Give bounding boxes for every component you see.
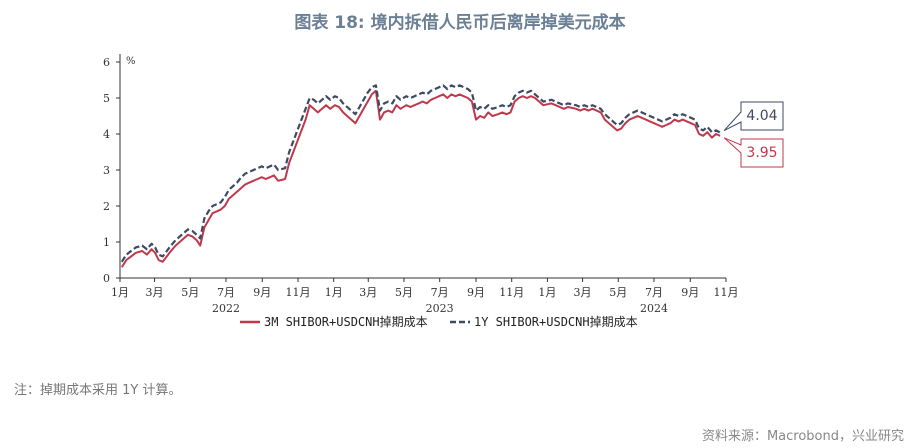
year-label: 2024 [640,302,668,315]
y-tick-label: 0 [103,272,110,285]
x-tick-label: 9月 [681,286,699,299]
x-tick-label: 7月 [645,286,663,299]
x-tick-label: 9月 [253,286,271,299]
x-tick-label: 5月 [395,286,413,299]
legend-label-0: 3M SHIBOR+USDCNH掉期成本 [264,315,428,329]
y-tick-label: 4 [103,128,110,141]
year-label: 2023 [426,302,454,315]
x-tick-label: 5月 [181,286,199,299]
series-line-0 [120,89,721,268]
x-tick-label: 3月 [574,286,592,299]
end-label-3m: 3.95 [746,145,778,161]
x-tick-label: 3月 [359,286,377,299]
y-tick-label: 6 [103,56,110,69]
x-tick-label: 11月 [285,286,310,299]
end-label-1y: 4.04 [746,108,778,124]
x-tick-label: 9月 [467,286,485,299]
x-tick-label: 1月 [325,286,343,299]
year-label: 2022 [212,302,240,315]
y-tick-label: 5 [103,92,110,105]
callout-box-1y [723,101,784,132]
x-tick-label: 1月 [538,286,556,299]
y-tick-label: 3 [103,164,110,177]
series-line-1 [120,84,721,263]
x-tick-label: 5月 [609,286,627,299]
y-tick-label: 1 [103,236,110,249]
callout-box-3m [723,137,784,168]
chart-title: 图表 18: 境内拆借人民币后离岸掉美元成本 [294,13,626,33]
x-tick-label: 3月 [146,286,164,299]
footnote: 注：掉期成本采用 1Y 计算。 [14,383,182,398]
x-tick-label: 7月 [217,286,235,299]
source-text: 资料来源：Macrobond，兴业研究 [701,429,904,444]
x-tick-label: 1月 [111,286,129,299]
legend-label-1: 1Y SHIBOR+USDCNH掉期成本 [474,315,638,329]
x-tick-label: 7月 [431,286,449,299]
y-tick-label: 2 [103,200,110,213]
x-tick-label: 11月 [499,286,524,299]
x-tick-label: 11月 [714,286,739,299]
y-unit-label: % [126,56,136,67]
